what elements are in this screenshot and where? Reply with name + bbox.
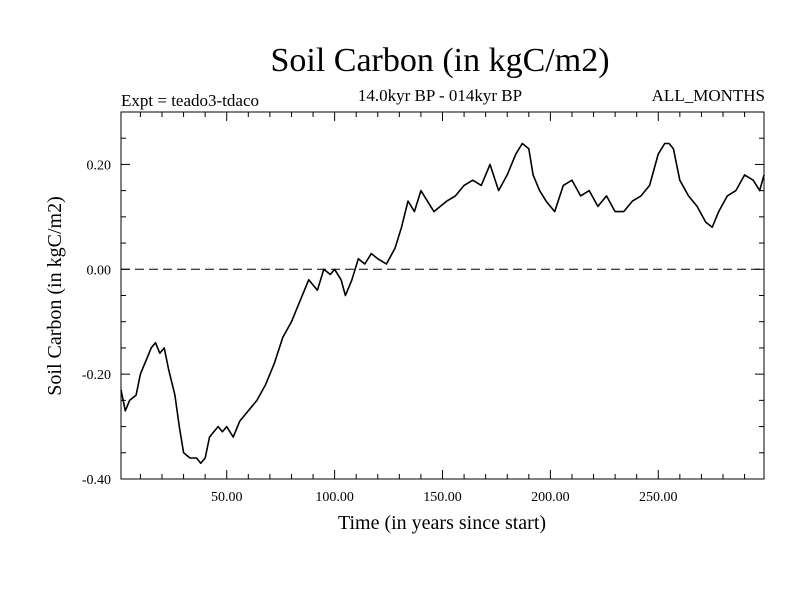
y-tick-label: 0.20: [87, 158, 112, 173]
y-tick-label: -0.20: [82, 368, 111, 383]
x-tick-label: 250.00: [639, 490, 678, 505]
y-tick-label: 0.00: [87, 263, 112, 278]
y-axis-ticks: -0.40 -0.20 0.00 0.20: [82, 111, 764, 488]
x-tick-label: 150.00: [423, 490, 462, 505]
plot-frame: [120, 111, 765, 480]
period-label: 14.0kyr BP - 014kyr BP: [357, 86, 523, 105]
x-axis-title: Time (in years since start): [338, 512, 546, 534]
x-tick-label: 50.00: [211, 490, 243, 505]
months-label: ALL_MONTHS: [651, 86, 765, 105]
x-tick-label: 100.00: [315, 490, 354, 505]
soil-carbon-series-line: [120, 142, 765, 465]
y-axis-title: Soil Carbon (in kgC/m2): [44, 196, 66, 395]
y-tick-label: -0.40: [82, 473, 111, 488]
x-axis-ticks: 50.00 100.00 150.00 200.00 250.00: [139, 112, 746, 505]
experiment-label: Expt = teado3-tdaco: [121, 91, 259, 110]
chart-title: Soil Carbon (in kgC/m2): [270, 42, 610, 79]
x-tick-label: 200.00: [531, 490, 570, 505]
